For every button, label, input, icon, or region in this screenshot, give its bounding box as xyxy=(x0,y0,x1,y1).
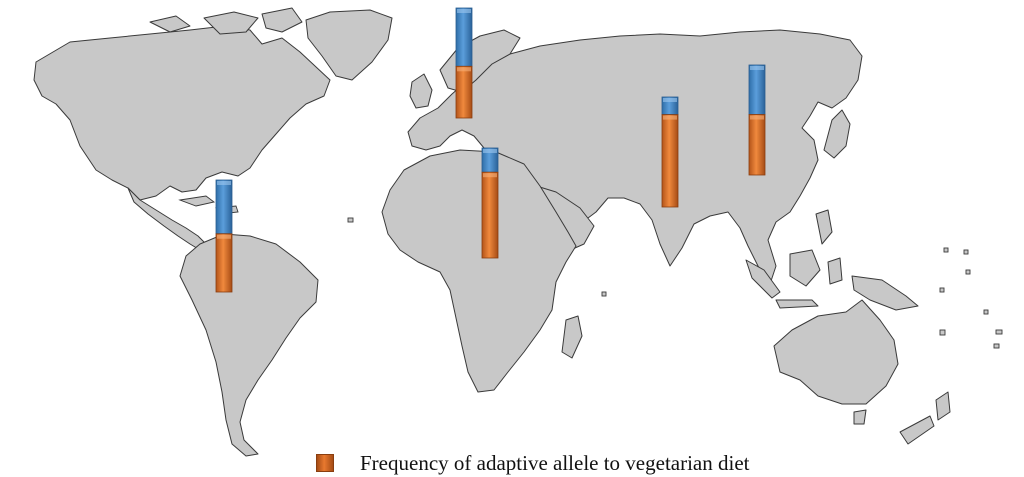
legend-swatch xyxy=(316,454,334,472)
madagascar-landmass xyxy=(561,315,583,359)
bar-remainder-segment xyxy=(455,7,473,67)
pacific-island xyxy=(995,329,1003,335)
bar-mid-bevel xyxy=(217,234,231,239)
pacific-island xyxy=(983,309,989,315)
bar-mid-bevel xyxy=(750,115,764,120)
legend-label: Frequency of adaptive allele to vegetari… xyxy=(360,450,750,475)
japan-landmass xyxy=(823,109,851,159)
bar-mid-bevel xyxy=(663,115,677,120)
new-zealand-landmass xyxy=(899,415,935,445)
bar-top-bevel xyxy=(663,98,677,102)
sumatra-island xyxy=(745,259,781,299)
pacific-island xyxy=(601,291,607,297)
bar-frequency-segment xyxy=(481,171,499,259)
pacific-islands xyxy=(347,217,1003,349)
bar-frequency-segment xyxy=(215,233,233,293)
bar-south-america xyxy=(215,179,233,293)
new-guinea-landmass xyxy=(851,275,919,311)
greenland-landmass xyxy=(305,9,393,81)
bar-top-bevel xyxy=(217,181,231,185)
bar-top-bevel xyxy=(750,66,764,70)
bar-frequency-segment xyxy=(748,114,766,176)
uk-landmass xyxy=(409,73,433,109)
pacific-island xyxy=(965,269,971,275)
north-america-landmass xyxy=(33,25,331,201)
bar-africa xyxy=(481,147,499,259)
bar-europe xyxy=(455,7,473,119)
pacific-island xyxy=(347,217,354,223)
philippines-island xyxy=(815,209,833,245)
legend: Frequency of adaptive allele to vegetari… xyxy=(316,450,750,476)
arctic-island xyxy=(149,15,191,33)
bar-remainder-segment xyxy=(215,179,233,235)
borneo-island xyxy=(789,249,821,287)
new-zealand-landmass xyxy=(935,391,951,421)
bar-frequency-segment xyxy=(661,114,679,208)
pacific-island xyxy=(939,329,946,336)
bar-top-bevel xyxy=(457,9,471,13)
bar-top-bevel xyxy=(483,149,497,153)
tasmania-landmass xyxy=(853,409,867,425)
pacific-island xyxy=(993,343,1000,349)
arctic-island xyxy=(203,11,259,35)
sulawesi-island xyxy=(827,257,843,285)
caribbean-island xyxy=(178,195,216,207)
bar-remainder-segment xyxy=(748,64,766,115)
bar-mid-bevel xyxy=(457,67,471,72)
africa-landmass xyxy=(381,149,577,393)
bar-east-asia xyxy=(748,64,766,176)
bar-south-asia xyxy=(661,96,679,208)
bar-frequency-segment xyxy=(455,65,473,119)
bar-mid-bevel xyxy=(483,173,497,178)
allele-frequency-bars xyxy=(215,7,766,293)
pacific-island xyxy=(939,287,945,293)
java-island xyxy=(775,299,819,309)
pacific-island xyxy=(963,249,969,255)
australia-landmass xyxy=(773,299,899,405)
pacific-island xyxy=(943,247,949,253)
arctic-island xyxy=(261,7,303,33)
south-america-landmass xyxy=(179,233,319,457)
